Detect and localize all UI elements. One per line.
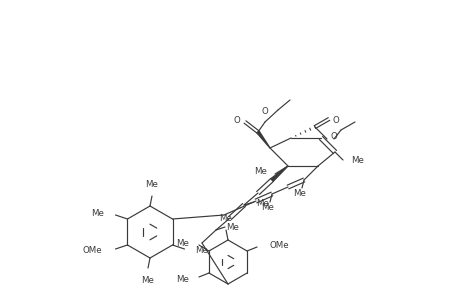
Text: Me: Me	[195, 247, 208, 256]
Text: Me: Me	[253, 167, 266, 176]
Text: Me: Me	[176, 238, 189, 247]
Text: Me: Me	[141, 276, 154, 285]
Text: O: O	[332, 116, 339, 124]
Text: Me: Me	[176, 274, 189, 284]
Polygon shape	[270, 166, 287, 181]
Text: Me: Me	[91, 208, 104, 217]
Polygon shape	[256, 131, 269, 148]
Text: Me: Me	[350, 155, 363, 164]
Text: Me: Me	[293, 189, 306, 198]
Text: OMe: OMe	[83, 247, 102, 256]
Text: Me: Me	[145, 180, 158, 189]
Text: Me: Me	[261, 203, 274, 212]
Text: OMe: OMe	[269, 242, 288, 250]
Text: O: O	[261, 107, 268, 116]
Text: Me: Me	[225, 224, 238, 232]
Text: Me: Me	[219, 214, 232, 223]
Text: O: O	[330, 131, 337, 140]
Text: O: O	[233, 116, 240, 124]
Text: Me: Me	[256, 199, 269, 208]
